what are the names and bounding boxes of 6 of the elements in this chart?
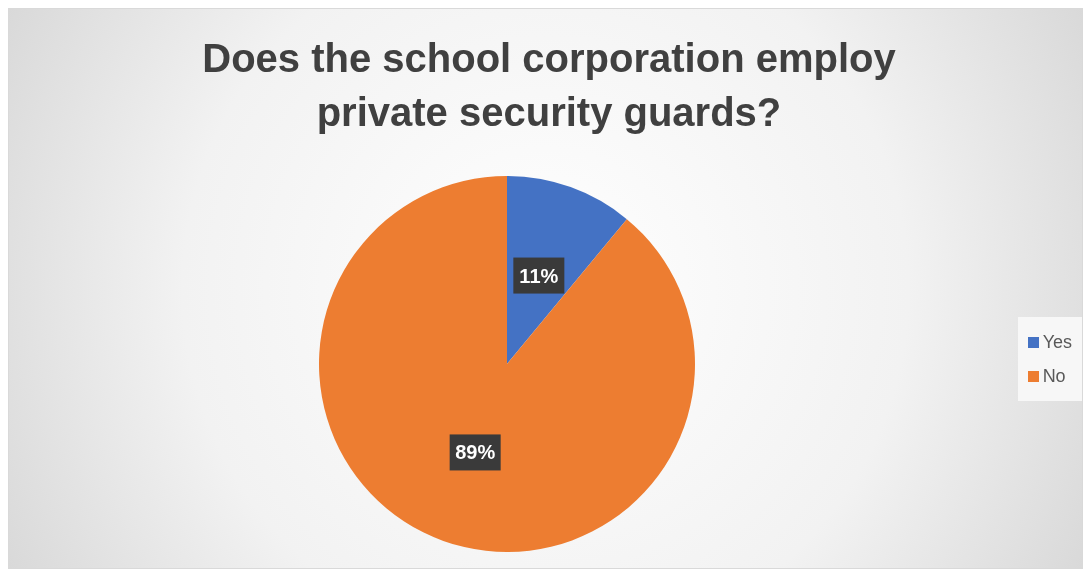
legend-label: No — [1042, 365, 1066, 388]
data-label: 11% — [519, 264, 559, 287]
pie-slice — [319, 176, 695, 552]
legend-label: Yes — [1042, 331, 1072, 354]
data-label: 89% — [455, 441, 496, 464]
chart-title: Does the school corporation employ private security guards? — [201, 35, 897, 136]
